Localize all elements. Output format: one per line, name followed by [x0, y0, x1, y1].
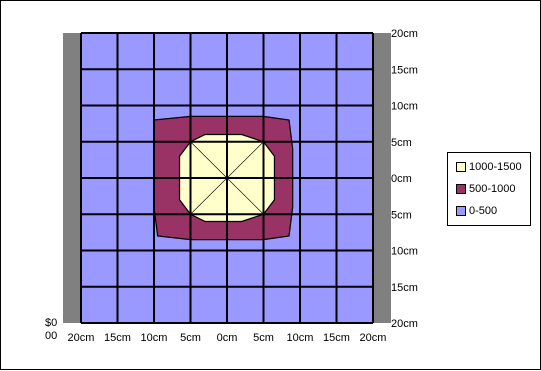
legend: 1000-1500 500-1000 0-500 — [447, 152, 531, 226]
x-tick-label: 20cm — [360, 332, 387, 344]
y-tick-label: 5cm — [391, 209, 412, 221]
x-tick-label: 5cm — [253, 332, 274, 344]
right-wall — [373, 33, 391, 323]
y-tick-label: 5cm — [391, 137, 412, 149]
z-axis-label: $0 — [45, 317, 57, 329]
y-tick-label: 10cm — [391, 101, 418, 113]
x-tick-label: 15cm — [323, 332, 350, 344]
y-tick-label: 20cm — [391, 28, 418, 40]
diagonal-artifact — [190, 141, 264, 215]
legend-swatch — [456, 206, 466, 216]
x-tick-label: 20cm — [68, 332, 95, 344]
y-tick-label: 15cm — [391, 282, 418, 294]
legend-swatch — [456, 184, 466, 194]
x-tick-label: 15cm — [104, 332, 131, 344]
z-axis-label: 00 — [45, 330, 57, 342]
legend-label: 1000-1500 — [469, 161, 522, 173]
x-tick-label: 10cm — [141, 332, 168, 344]
x-tick-label: 5cm — [180, 332, 201, 344]
legend-swatch — [456, 162, 466, 172]
y-tick-label: 15cm — [391, 64, 418, 76]
legend-label: 500-1000 — [469, 183, 516, 195]
legend-label: 0-500 — [469, 205, 498, 217]
legend-item: 500-1000 — [456, 182, 516, 196]
y-tick-label: 10cm — [391, 246, 418, 258]
legend-item: 1000-1500 — [456, 160, 522, 174]
legend-item: 0-500 — [456, 204, 497, 218]
y-tick-label: 0cm — [391, 173, 412, 185]
y-tick-label: 20cm — [391, 318, 418, 330]
left-wall — [63, 33, 81, 323]
x-tick-label: 10cm — [287, 332, 314, 344]
x-tick-label: 0cm — [217, 332, 238, 344]
